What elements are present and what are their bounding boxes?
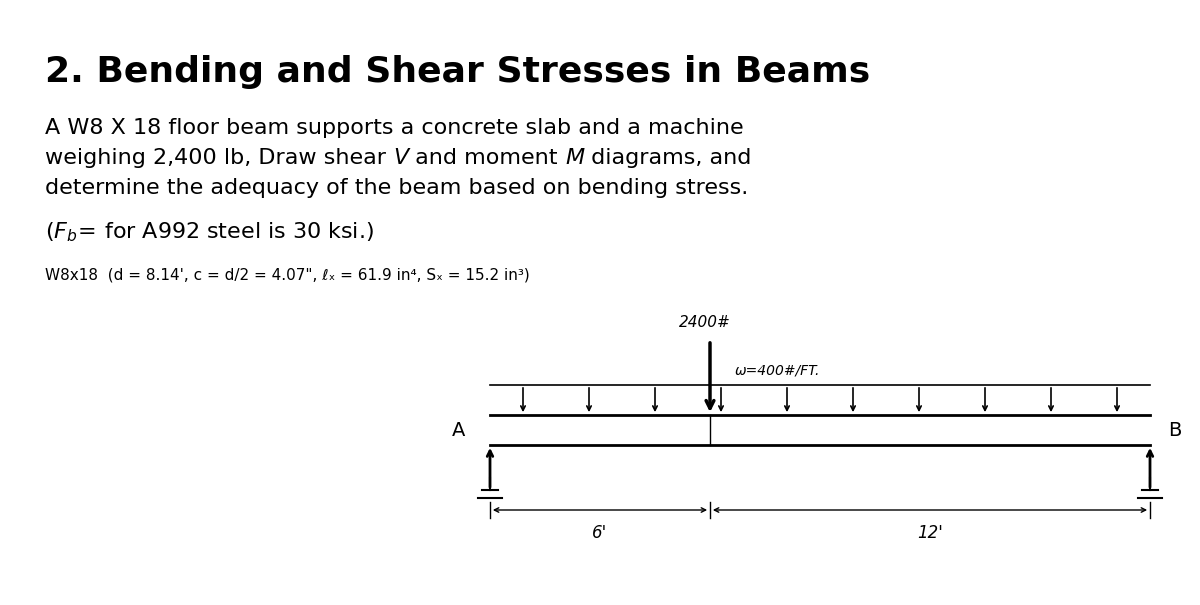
Text: and moment: and moment bbox=[408, 148, 565, 168]
Text: 6': 6' bbox=[593, 524, 607, 542]
Text: 2. Bending and Shear Stresses in Beams: 2. Bending and Shear Stresses in Beams bbox=[46, 55, 870, 89]
Text: $(F_b\!=\,$for A992 steel is 30 ksi.): $(F_b\!=\,$for A992 steel is 30 ksi.) bbox=[46, 220, 374, 244]
Text: ω=400#/FT.: ω=400#/FT. bbox=[734, 363, 821, 377]
Text: B: B bbox=[1168, 420, 1181, 439]
Text: weighing 2,400 lb, Draw shear: weighing 2,400 lb, Draw shear bbox=[46, 148, 394, 168]
Text: A: A bbox=[451, 420, 466, 439]
Text: determine the adequacy of the beam based on bending stress.: determine the adequacy of the beam based… bbox=[46, 178, 749, 198]
Text: diagrams, and: diagrams, and bbox=[584, 148, 751, 168]
Text: M: M bbox=[565, 148, 584, 168]
Text: V: V bbox=[394, 148, 408, 168]
Text: W8x18  (d = 8.14', c = d/2 = 4.07", ℓₓ = 61.9 in⁴, Sₓ = 15.2 in³): W8x18 (d = 8.14', c = d/2 = 4.07", ℓₓ = … bbox=[46, 268, 529, 283]
Text: A W8 X 18 floor beam supports a concrete slab and a machine: A W8 X 18 floor beam supports a concrete… bbox=[46, 118, 744, 138]
Text: 12': 12' bbox=[917, 524, 943, 542]
Text: 2400#: 2400# bbox=[679, 315, 731, 330]
